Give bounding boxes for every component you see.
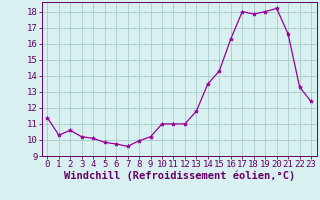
X-axis label: Windchill (Refroidissement éolien,°C): Windchill (Refroidissement éolien,°C) — [64, 171, 295, 181]
